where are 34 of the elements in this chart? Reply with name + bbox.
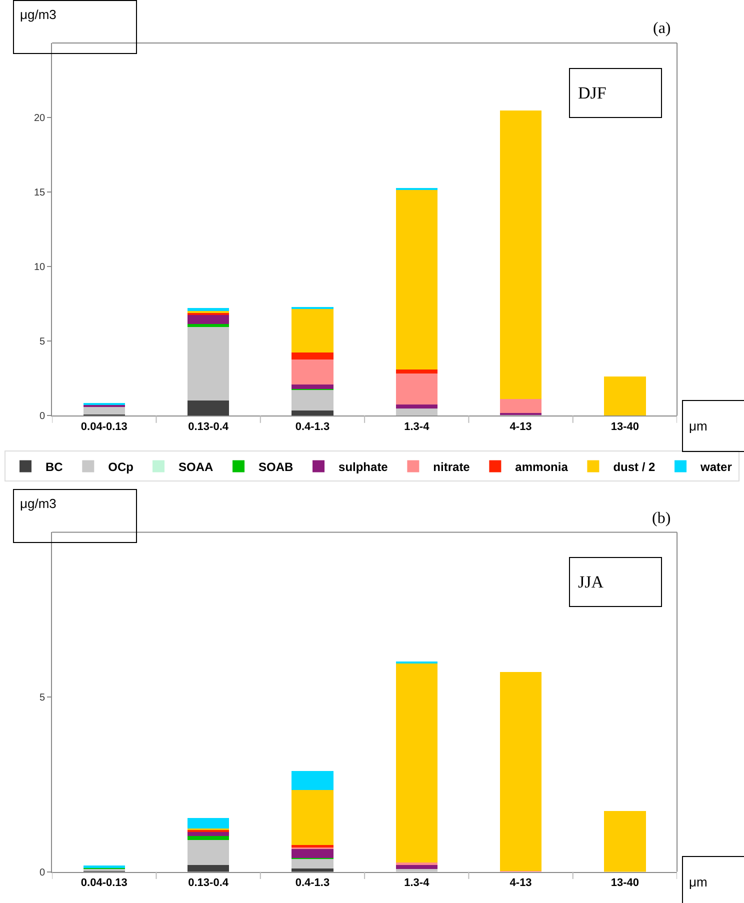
legend-label: BC — [46, 460, 64, 474]
y-tick-label: 15 — [34, 188, 46, 199]
x-tick-label: 1.3-4 — [404, 420, 430, 433]
y-tick-label: 0 — [40, 411, 46, 422]
y-tick-label: 5 — [40, 692, 46, 704]
legend-label: ammonia — [515, 460, 568, 474]
x-tick-label: 0.4-1.3 — [295, 877, 330, 890]
x-tick-label: 13-40 — [610, 420, 640, 433]
y-tick-label: 0 — [40, 867, 46, 878]
annotation: JJA — [578, 572, 604, 592]
x-tick-label: 4-13 — [510, 420, 532, 433]
annotation: DJF — [578, 84, 606, 102]
x-tick-label: 0.4-1.3 — [295, 420, 330, 433]
legend-label: water — [700, 460, 732, 474]
legend-label: SOAA — [178, 460, 214, 474]
x-tick-label: 0.13-0.4 — [188, 877, 230, 890]
x-axis-title: μm — [689, 874, 708, 890]
legend-label: nitrate — [433, 460, 470, 474]
y-axis-title: μg/m3 — [20, 7, 56, 22]
x-tick-label: 13-40 — [610, 877, 640, 890]
x-axis-title: μm — [689, 418, 708, 434]
y-tick-label: 10 — [34, 262, 46, 274]
y-tick-label: 20 — [34, 113, 46, 124]
x-tick-label: 0.13-0.4 — [188, 420, 230, 433]
y-axis-title: μg/m3 — [20, 496, 56, 511]
legend-label: OCp — [108, 460, 134, 474]
legend-label: SOAB — [258, 460, 294, 474]
legend-label: sulphate — [338, 460, 388, 474]
x-tick-label: 1.3-4 — [404, 877, 430, 890]
legend-label: dust / 2 — [613, 460, 656, 474]
x-tick-label: 0.04-0.13 — [80, 420, 128, 433]
x-tick-label: 0.04-0.13 — [80, 877, 128, 890]
y-tick-label: 5 — [40, 336, 46, 348]
x-tick-label: 4-13 — [510, 877, 532, 890]
